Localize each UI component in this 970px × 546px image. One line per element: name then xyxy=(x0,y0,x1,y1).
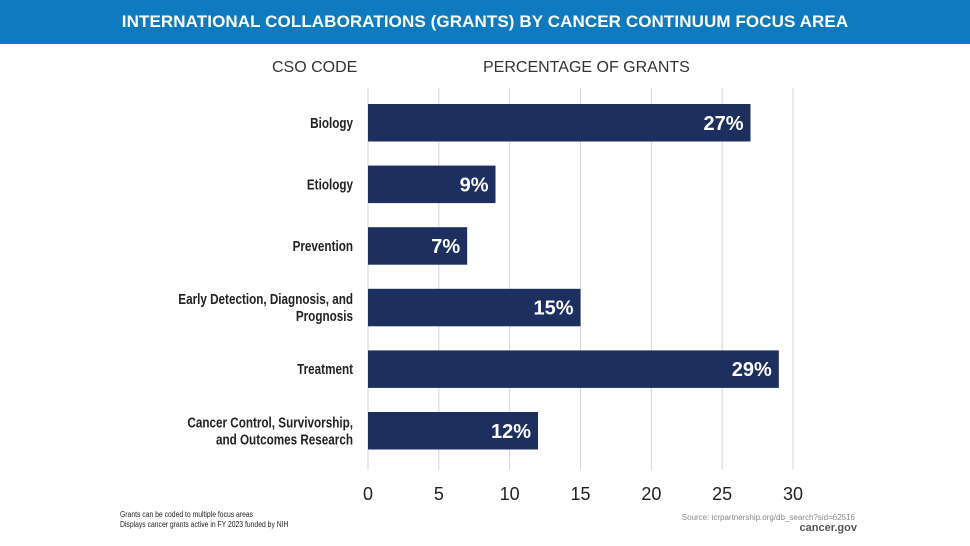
source-note: Source: icrpartnership.org/db_search?sid… xyxy=(681,513,855,522)
bar xyxy=(368,165,496,204)
brand-label: cancer.gov xyxy=(799,522,857,534)
category-label: Biology xyxy=(310,114,353,131)
x-tick-label: 30 xyxy=(783,484,803,504)
chart-title: INTERNATIONAL COLLABORATIONS (GRANTS) BY… xyxy=(121,12,849,31)
category-label: Prevention xyxy=(293,238,353,255)
data-label: 15% xyxy=(533,298,573,320)
category-column-header: CSO CODE xyxy=(272,59,358,76)
category-label: Treatment xyxy=(297,361,353,378)
category-label: Early Detection, Diagnosis, and xyxy=(178,291,353,308)
footnote-1: Grants can be coded to multiple focus ar… xyxy=(120,510,254,519)
category-label: Prognosis xyxy=(296,308,353,325)
x-tick-label: 25 xyxy=(712,484,732,504)
data-label: 12% xyxy=(491,421,531,443)
category-label: Cancer Control, Survivorship, xyxy=(187,414,353,431)
x-tick-label: 5 xyxy=(434,484,444,504)
bar xyxy=(368,350,779,388)
data-label: 7% xyxy=(431,236,460,258)
data-label: 27% xyxy=(703,113,743,135)
data-label: 9% xyxy=(460,174,489,196)
bar xyxy=(368,288,581,327)
x-tick-label: 20 xyxy=(641,484,661,504)
chart-title-banner: INTERNATIONAL COLLABORATIONS (GRANTS) BY… xyxy=(0,0,970,44)
bar xyxy=(368,412,538,450)
category-label: Etiology xyxy=(307,176,354,193)
x-tick-label: 0 xyxy=(363,484,373,504)
bar xyxy=(368,104,751,142)
x-tick-label: 10 xyxy=(500,484,520,504)
data-label: 29% xyxy=(732,359,772,381)
footnote-2: Displays cancer grants active in FY 2023… xyxy=(120,520,289,529)
category-label: and Outcomes Research xyxy=(216,431,353,448)
x-tick-label: 15 xyxy=(570,484,590,504)
bar xyxy=(368,227,468,265)
value-column-header: PERCENTAGE OF GRANTS xyxy=(483,59,690,76)
